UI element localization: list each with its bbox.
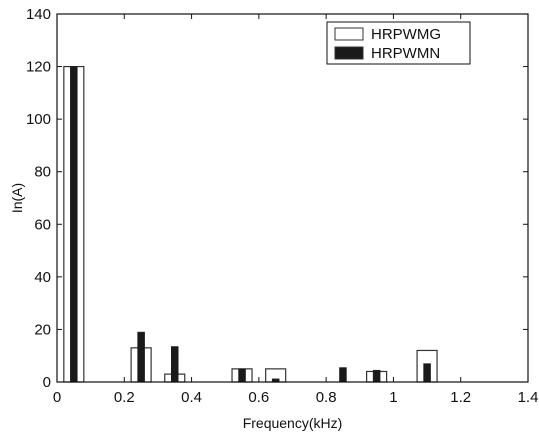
axis-ticks: 0 0.2 0.4 0.6 0.8 1 1.2 1.4 0 20 40 60 80 100 120 140 [26,6,538,406]
bar-hrpwmn-1 [137,331,145,383]
y-tick-label-7: 140 [26,6,51,23]
y-tick-label-1: 20 [34,321,51,338]
legend-swatch-hrpwmg [334,27,364,41]
y-tick-label-3: 60 [34,216,51,233]
legend-label-hrpwmn: HRPWMN [371,45,440,62]
bar-hrpwmn-0 [70,66,78,383]
legend-swatch-hrpwmn [334,46,364,60]
y-tick-label-6: 120 [26,59,51,76]
axes-frame [56,13,529,383]
bar-hrpwmn-3 [238,368,246,383]
x-tick-label-0: 0 [53,389,61,406]
x-tick-label-1: 0.2 [114,389,135,406]
y-tick-label-2: 40 [34,269,51,286]
x-tick-label-6: 1.2 [450,389,471,406]
x-tick-label-7: 1.4 [518,389,539,406]
bar-hrpwmn-6 [372,369,381,383]
bar-hrpwmn-7 [423,363,431,383]
y-axis-label: In(A) [9,183,25,213]
legend-label-hrpwmg: HRPWMG [371,26,441,43]
y-tick-label-5: 100 [26,111,51,128]
bar-hrpwmn-2 [171,346,179,383]
x-tick-label-5: 1 [389,389,397,406]
x-axis-label: Frequency(kHz) [243,415,343,431]
x-tick-label-4: 0.8 [316,389,337,406]
plot-area [56,13,529,383]
y-tick-label-4: 80 [34,164,51,181]
legend: HRPWMG HRPWMN [326,21,471,65]
y-tick-label-0: 0 [43,374,51,391]
x-tick-label-2: 0.4 [181,389,202,406]
bar-hrpwmn-5 [339,367,347,383]
x-tick-label-3: 0.6 [248,389,269,406]
